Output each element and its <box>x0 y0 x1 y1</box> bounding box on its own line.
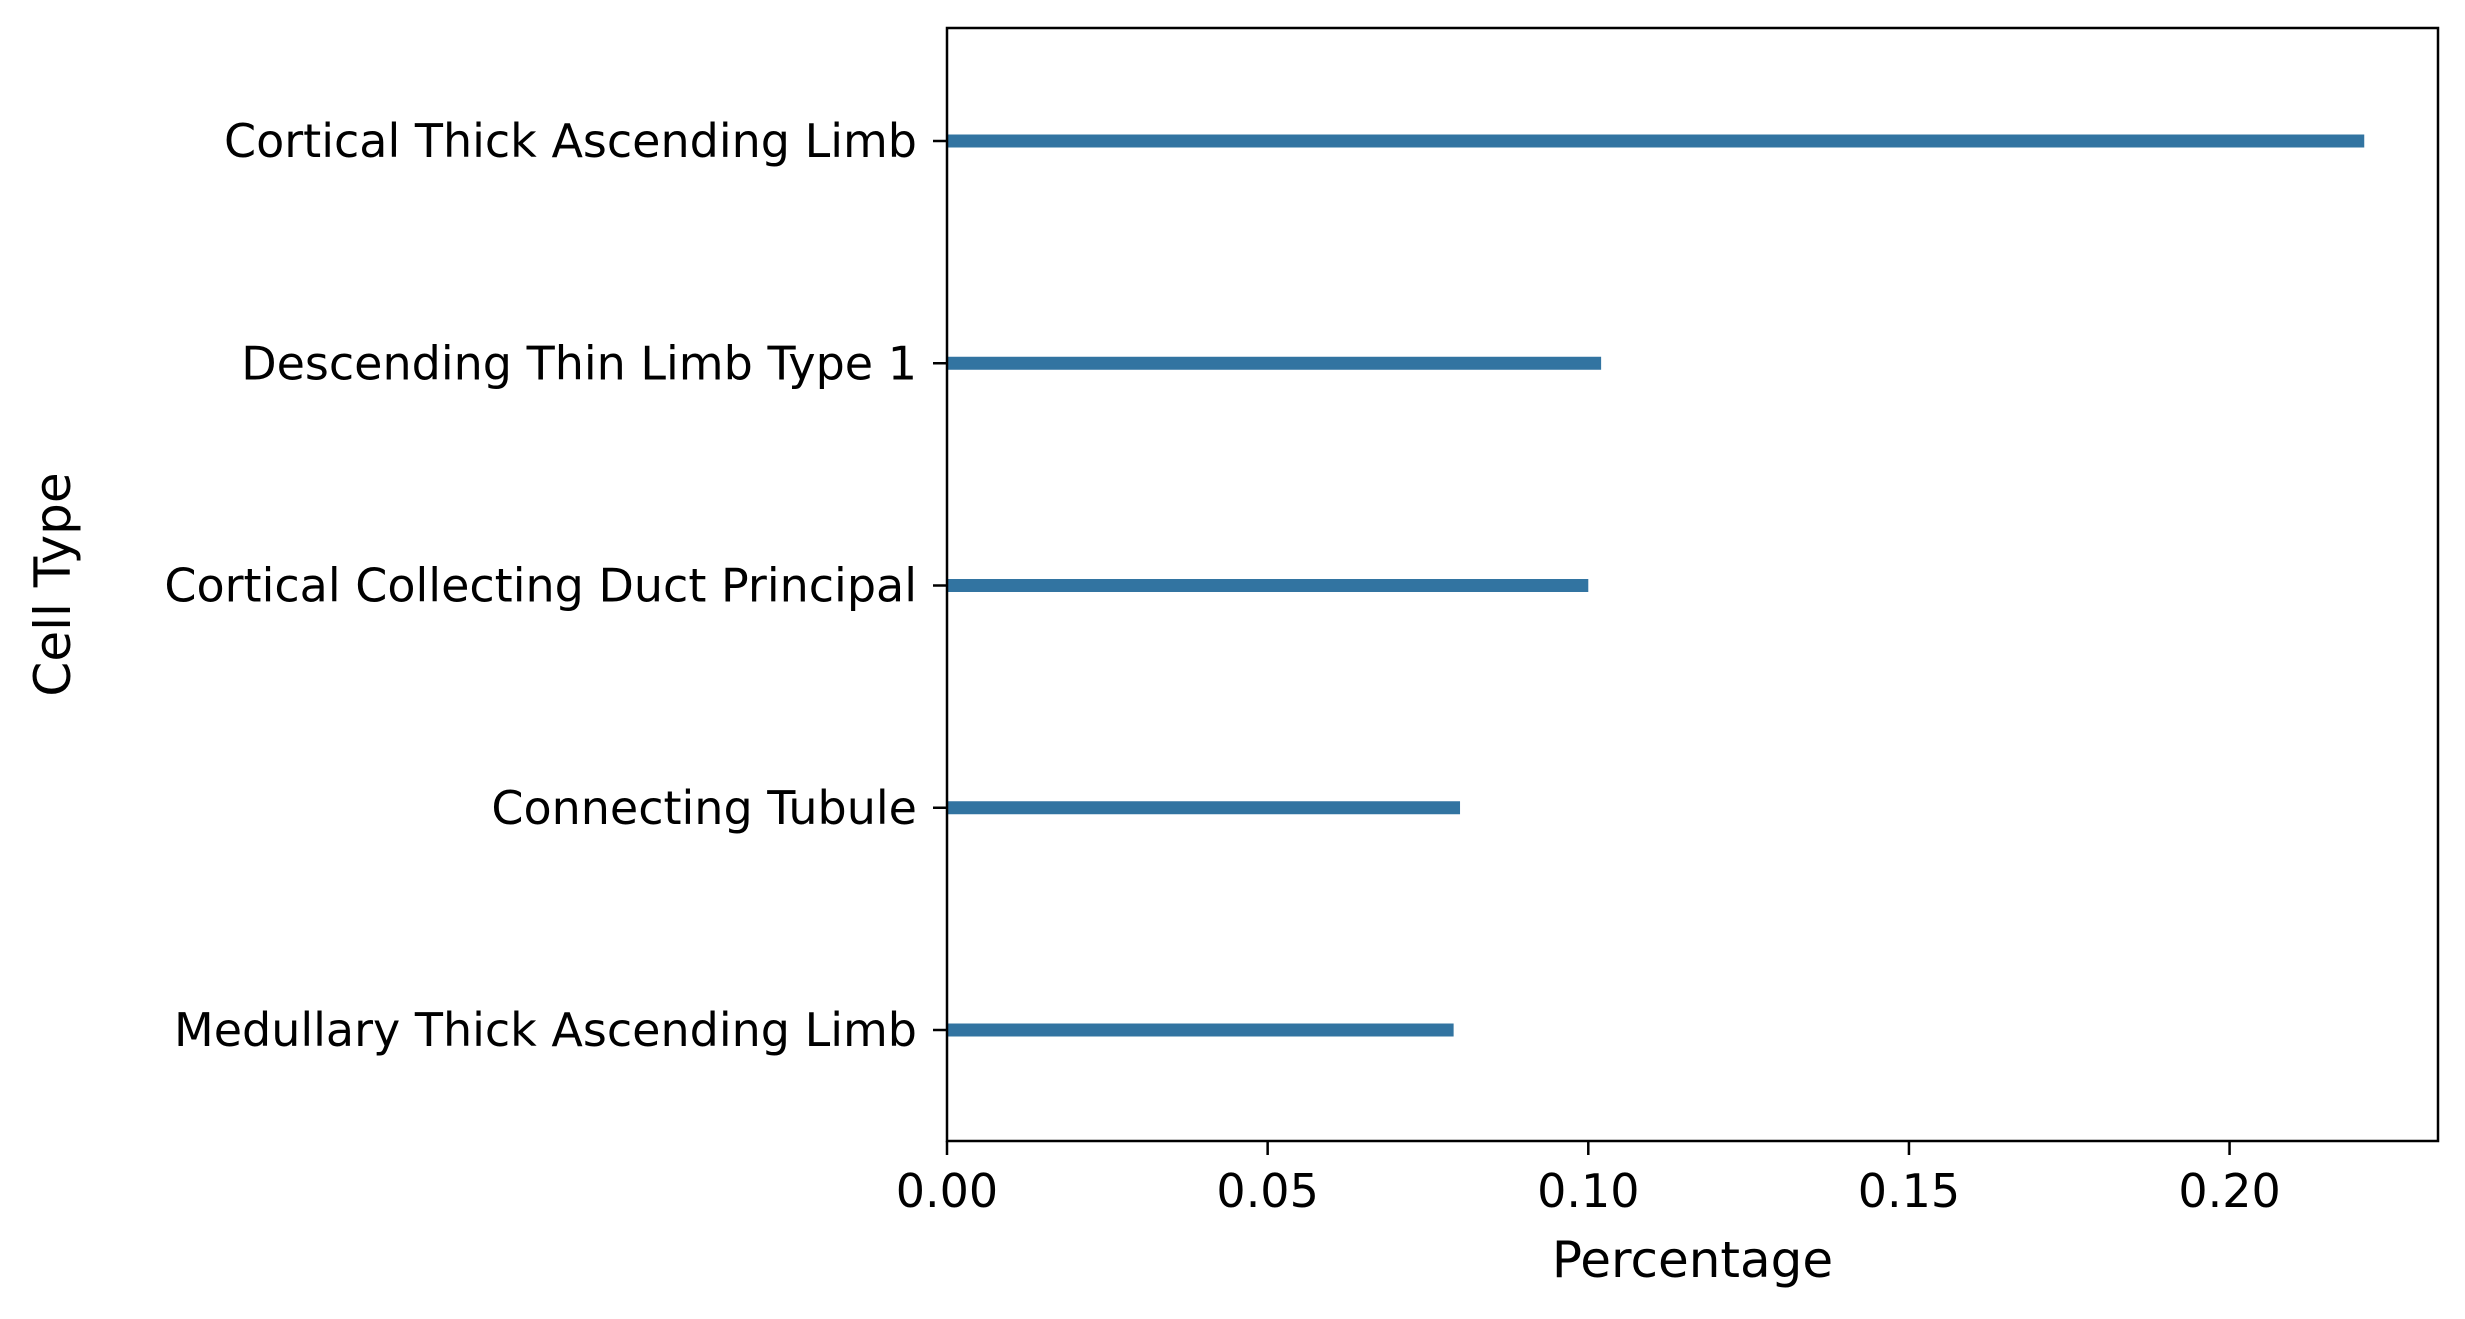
bar <box>947 579 1589 592</box>
x-tick-label: 0.10 <box>1537 1164 1639 1218</box>
x-tick-label: 0.20 <box>2178 1164 2280 1218</box>
y-tick-label: Connecting Tubule <box>491 781 917 835</box>
plot-frame <box>945 26 2440 1143</box>
bar <box>947 801 1461 815</box>
x-tick-label: 0.15 <box>1858 1164 1960 1218</box>
x-axis-title: Percentage <box>1552 1231 1833 1289</box>
y-axis-title: Cell Type <box>24 472 82 696</box>
bars-layer <box>947 134 2365 1037</box>
y-tick-label: Descending Thin Limb Type 1 <box>241 336 917 390</box>
bar <box>947 1023 1454 1037</box>
bar <box>947 356 1602 370</box>
y-tick-label: Cortical Thick Ascending Limb <box>224 114 917 168</box>
y-tick-label: Medullary Thick Ascending Limb <box>174 1003 917 1057</box>
y-tick-label: Cortical Collecting Duct Principal <box>164 559 917 613</box>
x-tick-label: 0.05 <box>1216 1164 1318 1218</box>
ticks-layer: Cortical Thick Ascending Limb Descending … <box>164 114 2280 1218</box>
bar <box>947 134 2365 148</box>
x-tick-label: 0.00 <box>896 1164 998 1218</box>
